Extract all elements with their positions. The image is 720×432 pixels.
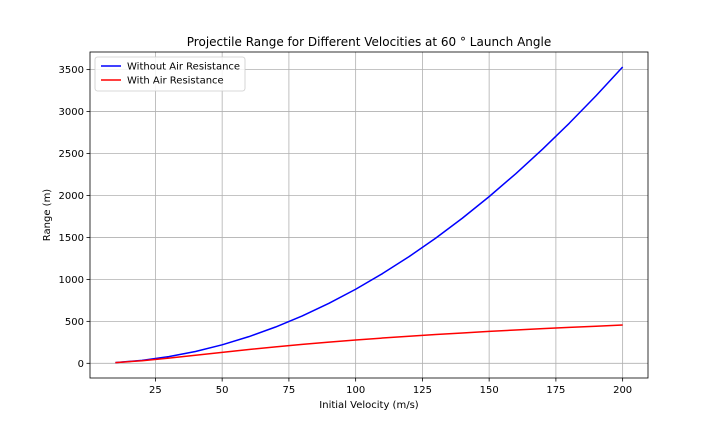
y-tick-label: 500 [65, 317, 84, 328]
x-axis-title: Initial Velocity (m/s) [319, 400, 418, 411]
y-tick-label: 2500 [59, 149, 84, 160]
x-tick-label: 50 [216, 385, 229, 396]
legend-label-1: Without Air Resistance [127, 62, 240, 73]
x-tick-label: 125 [413, 385, 432, 396]
x-tick-label: 75 [283, 385, 296, 396]
series-lines [115, 66, 624, 364]
grid-lines [90, 52, 648, 378]
legend-label-2: With Air Resistance [127, 76, 224, 87]
axis-ticks: 25 50 75 100 125 150 175 2000500100015002000250… [59, 65, 633, 396]
series-line-1 [115, 66, 624, 364]
y-tick-label: 1000 [59, 275, 84, 286]
plot-frame [89, 51, 649, 379]
y-tick-label: 3000 [59, 107, 84, 118]
x-tick-label: 150 [480, 385, 499, 396]
x-tick-label: 25 [149, 385, 162, 396]
x-tick-label: 200 [613, 385, 632, 396]
y-tick-label: 1500 [59, 233, 84, 244]
y-axis-title: Range (m) [42, 189, 53, 242]
y-tick-label: 2000 [59, 191, 84, 202]
legend: Without Air Resistance With Air Resistanc… [94, 56, 246, 92]
legend-frame [94, 56, 246, 92]
x-tick-label: 100 [346, 385, 365, 396]
chart-title: Projectile Range for Different Velocitie… [187, 35, 551, 49]
x-tick-label: 175 [546, 385, 565, 396]
y-tick-label: 3500 [59, 65, 84, 76]
y-tick-label: 0 [78, 359, 84, 370]
series-line-2 [115, 324, 623, 364]
